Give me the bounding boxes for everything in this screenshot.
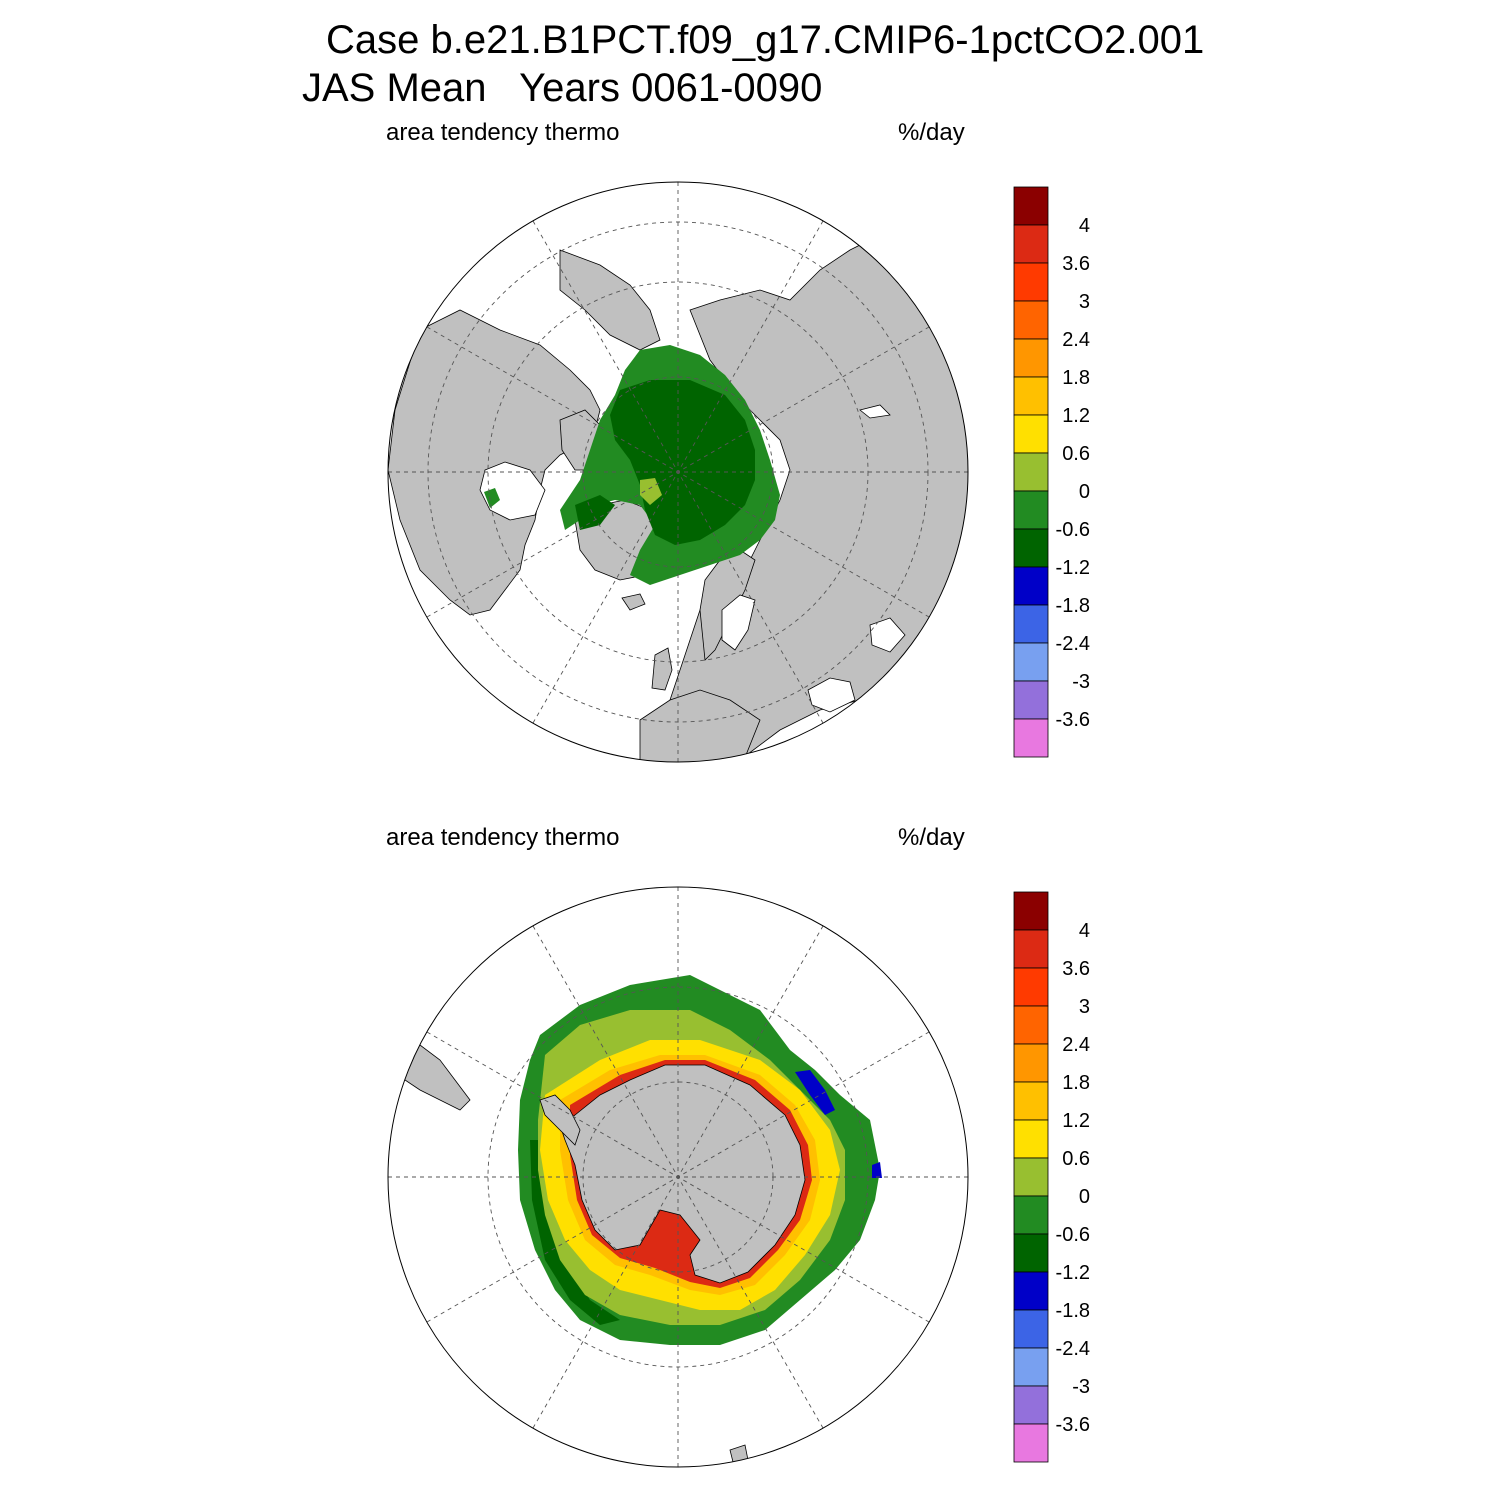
south-colorbar-tick-label: 1.8 (1062, 1072, 1090, 1094)
figure-title-case: Case b.e21.B1PCT.f09_g17.CMIP6-1pctCO2.0… (326, 18, 1205, 62)
north-land-alaska (559, 249, 661, 351)
north-colorbar-swatch (1013, 452, 1049, 492)
south-polar-map (387, 886, 969, 1468)
south-panel-variable-label: area tendency thermo (386, 824, 620, 851)
north-colorbar-tick-label: 0.6 (1062, 443, 1090, 465)
north-colorbar-swatch (1013, 186, 1049, 226)
south-colorbar-tick-label: 0.6 (1062, 1148, 1090, 1170)
north-land-iceland (621, 593, 646, 611)
north-ice-tendency-core (610, 380, 755, 545)
south-colorbar-swatch (1013, 1119, 1049, 1159)
north-colorbar-swatch (1013, 300, 1049, 340)
south-colorbar-tick-label: -3.6 (1056, 1414, 1090, 1436)
south-colorbar-swatch (1013, 1195, 1049, 1235)
south-colorbar-tick-label: 2.4 (1062, 1034, 1090, 1056)
north-colorbar-tick-label: 3 (1079, 291, 1090, 313)
south-colorbar-swatch (1013, 891, 1049, 931)
north-baltic-sea (721, 594, 756, 651)
north-colorbar-tick-label: -2.4 (1056, 633, 1090, 655)
north-colorbar-tick-label: -1.2 (1056, 557, 1090, 579)
south-colorbar-swatch (1013, 1005, 1049, 1045)
north-caspian-sea (807, 677, 856, 713)
north-colorbar-tick-label: 3.6 (1062, 253, 1090, 275)
south-land-antarctic-peninsula (539, 1094, 581, 1146)
north-colorbar: 4 3.6 3 2.4 1.8 1.2 0.6 0 -0.6 -1.2 -1.8 -2.4 -3 -3.6 (1013, 186, 1090, 758)
south-colorbar-swatch (1013, 1423, 1049, 1463)
south-colorbar-tick-label: 3 (1079, 996, 1090, 1018)
north-colorbar-swatch (1013, 642, 1049, 682)
south-colorbar-swatch (1013, 1043, 1049, 1083)
north-ice-tendency-hudson-edge (484, 488, 500, 508)
north-land-britain (651, 647, 673, 691)
north-colorbar-tick-label: 0 (1079, 481, 1090, 503)
north-colorbar-tick-label: 4 (1079, 215, 1090, 237)
south-ice-tendency-negative-spot (872, 1162, 882, 1178)
north-land-europe (639, 689, 761, 762)
south-map-border (387, 886, 969, 1468)
south-colorbar-tick-label: -2.4 (1056, 1338, 1090, 1360)
south-colorbar-tick-label: -0.6 (1056, 1224, 1090, 1246)
south-colorbar-swatch (1013, 967, 1049, 1007)
north-hudson-bay (479, 461, 546, 521)
north-colorbar-tick-label: -3 (1072, 671, 1090, 693)
south-colorbar-swatch (1013, 1309, 1049, 1349)
south-colorbar-swatch (1013, 1271, 1049, 1311)
north-ice-tendency-nares (575, 495, 615, 530)
north-colorbar-tick-label: 1.8 (1062, 367, 1090, 389)
north-sea-east (869, 617, 906, 653)
north-colorbar-swatch (1013, 338, 1049, 378)
north-colorbar-swatch (1013, 566, 1049, 606)
north-colorbar-tick-label: -3.6 (1056, 709, 1090, 731)
north-colorbar-swatch (1013, 262, 1049, 302)
south-panel-units-label: %/day (898, 824, 965, 851)
north-panel-variable-label: area tendency thermo (386, 119, 620, 146)
south-colorbar-swatch (1013, 1233, 1049, 1273)
south-colorbar-tick-label: -3 (1072, 1376, 1090, 1398)
south-colorbar-tick-label: 1.2 (1062, 1110, 1090, 1132)
north-colorbar-tick-label: -0.6 (1056, 519, 1090, 541)
north-colorbar-tick-label: 2.4 (1062, 329, 1090, 351)
north-colorbar-swatch (1013, 414, 1049, 454)
south-land-antarctica (559, 1064, 806, 1284)
south-colorbar-tick-label: 3.6 (1062, 958, 1090, 980)
north-colorbar-swatch (1013, 604, 1049, 644)
north-map-border (387, 181, 969, 763)
south-colorbar-swatch (1013, 1347, 1049, 1387)
south-colorbar-tick-label: 0 (1079, 1186, 1090, 1208)
south-graticule (388, 887, 968, 1467)
north-bay-far-east (859, 404, 891, 419)
figure-title-period: JAS Mean Years 0061-0090 (302, 66, 823, 110)
north-colorbar-tick-label: -1.8 (1056, 595, 1090, 617)
south-land-south-america (399, 1044, 471, 1111)
south-colorbar-swatch (1013, 1157, 1049, 1197)
south-colorbar-swatch (1013, 1081, 1049, 1121)
north-colorbar-tick-label: 1.2 (1062, 405, 1090, 427)
north-colorbar-swatch (1013, 680, 1049, 720)
south-colorbar-tick-label: -1.8 (1056, 1300, 1090, 1322)
north-polar-map (387, 181, 969, 763)
north-colorbar-swatch (1013, 224, 1049, 264)
north-colorbar-swatch (1013, 490, 1049, 530)
north-colorbar-swatch (1013, 528, 1049, 568)
south-colorbar: 4 3.6 3 2.4 1.8 1.2 0.6 0 -0.6 -1.2 -1.8 -2.4 -3 -3.6 (1013, 891, 1090, 1463)
south-colorbar-swatch (1013, 929, 1049, 969)
north-colorbar-swatch (1013, 376, 1049, 416)
south-ice-tendency-negative-patch (795, 1070, 835, 1115)
north-graticule (388, 182, 968, 762)
south-colorbar-swatch (1013, 1385, 1049, 1425)
south-colorbar-tick-label: -1.2 (1056, 1262, 1090, 1284)
north-colorbar-swatch (1013, 718, 1049, 758)
north-panel-units-label: %/day (898, 119, 965, 146)
south-colorbar-tick-label: 4 (1079, 920, 1090, 942)
